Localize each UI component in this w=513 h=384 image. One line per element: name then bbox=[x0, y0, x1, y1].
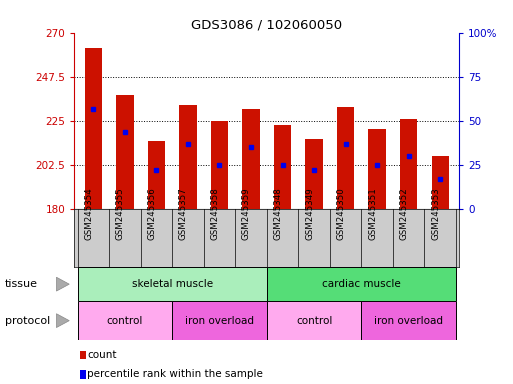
Text: GSM245350: GSM245350 bbox=[337, 187, 346, 240]
Bar bbox=[179, 105, 196, 209]
Bar bbox=[337, 107, 354, 209]
Title: GDS3086 / 102060050: GDS3086 / 102060050 bbox=[191, 18, 342, 31]
Text: tissue: tissue bbox=[5, 279, 38, 289]
Bar bbox=[77, 301, 172, 340]
Text: GSM245359: GSM245359 bbox=[242, 187, 251, 240]
Bar bbox=[172, 301, 267, 340]
Text: GSM245353: GSM245353 bbox=[431, 187, 440, 240]
Text: GSM245351: GSM245351 bbox=[368, 187, 377, 240]
Text: control: control bbox=[107, 316, 143, 326]
Bar bbox=[274, 125, 291, 209]
Text: iron overload: iron overload bbox=[185, 316, 254, 326]
Text: count: count bbox=[87, 350, 117, 360]
Text: protocol: protocol bbox=[5, 316, 50, 326]
Bar bbox=[368, 129, 386, 209]
Text: GSM245354: GSM245354 bbox=[84, 187, 93, 240]
Text: GSM245355: GSM245355 bbox=[116, 187, 125, 240]
Bar bbox=[361, 301, 456, 340]
Text: GSM245352: GSM245352 bbox=[400, 187, 409, 240]
Text: GSM245358: GSM245358 bbox=[210, 187, 220, 240]
Text: skeletal muscle: skeletal muscle bbox=[132, 279, 213, 289]
Text: GSM245349: GSM245349 bbox=[305, 187, 314, 240]
Text: control: control bbox=[296, 316, 332, 326]
Bar bbox=[267, 301, 361, 340]
Text: GSM245348: GSM245348 bbox=[273, 187, 283, 240]
Bar bbox=[85, 48, 102, 209]
Bar bbox=[80, 370, 86, 379]
Bar bbox=[267, 267, 456, 301]
Bar bbox=[242, 109, 260, 209]
Text: GSM245356: GSM245356 bbox=[147, 187, 156, 240]
Text: GSM245357: GSM245357 bbox=[179, 187, 188, 240]
Bar bbox=[211, 121, 228, 209]
Text: iron overload: iron overload bbox=[374, 316, 443, 326]
Polygon shape bbox=[56, 314, 69, 328]
Bar bbox=[305, 139, 323, 209]
Bar bbox=[400, 119, 418, 209]
Bar bbox=[116, 96, 133, 209]
Polygon shape bbox=[56, 277, 69, 291]
Text: percentile rank within the sample: percentile rank within the sample bbox=[87, 369, 263, 379]
Bar bbox=[431, 156, 449, 209]
Bar bbox=[148, 141, 165, 209]
Bar bbox=[80, 351, 86, 359]
Bar bbox=[77, 267, 267, 301]
Text: cardiac muscle: cardiac muscle bbox=[322, 279, 401, 289]
